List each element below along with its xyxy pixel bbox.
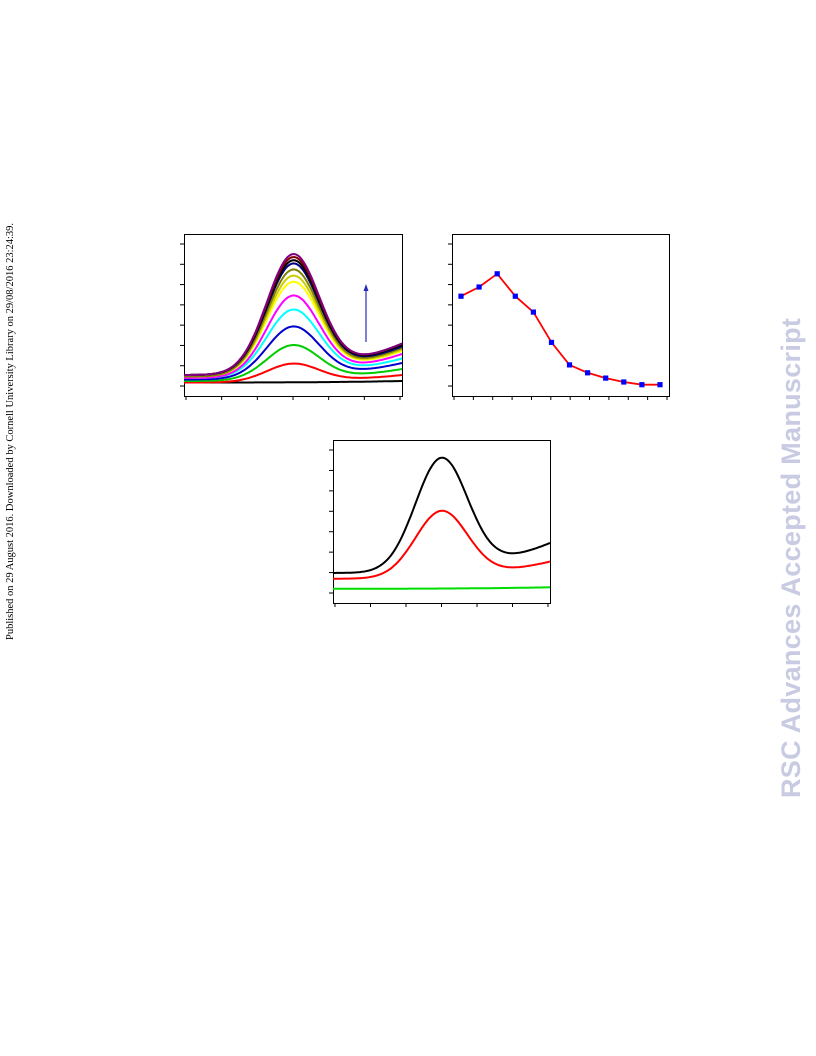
data-point: [530, 309, 536, 315]
data-point: [512, 293, 518, 299]
chart-frame: [333, 440, 551, 604]
series-group: [458, 271, 663, 388]
data-point: [476, 284, 482, 290]
data-point: [603, 375, 609, 381]
series-group: [184, 253, 403, 384]
data-point: [548, 339, 555, 345]
data-point: [566, 362, 573, 368]
spectrum-line-12: [184, 253, 403, 376]
publication-note: Published on 29 August 2016. Downloaded …: [5, 222, 16, 640]
spectrum-line-8: [184, 268, 403, 378]
spectrum-line-2: [184, 344, 403, 382]
axis-ticks: [180, 243, 401, 400]
spectrum-line-3: [184, 325, 403, 381]
spectrum-line-0: [333, 456, 551, 574]
trend-line: [460, 272, 660, 386]
comparison-spectra-chart: [329, 440, 551, 607]
chart-frame: [452, 234, 670, 397]
increase-arrow: [363, 284, 369, 342]
series-group: [333, 456, 551, 590]
data-point: [621, 379, 627, 385]
spectrum-line-5: [184, 294, 403, 379]
data-point: [657, 382, 663, 388]
trend-chart: [448, 234, 670, 400]
spectrum-line-2: [333, 586, 550, 590]
data-point: [458, 293, 464, 299]
spectrum-line-1: [333, 509, 551, 580]
data-point: [639, 382, 645, 388]
axis-ticks: [448, 243, 668, 400]
axis-ticks: [329, 449, 549, 607]
spectrum-line-1: [184, 362, 403, 384]
spectra-titration-chart: [180, 234, 403, 400]
accepted-manuscript-watermark: RSC Advances Accepted Manuscript: [776, 317, 806, 798]
data-point: [585, 370, 591, 376]
data-point: [494, 271, 500, 277]
